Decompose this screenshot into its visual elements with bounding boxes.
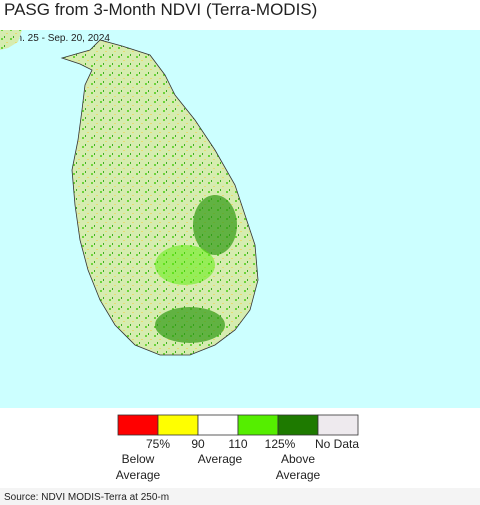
legend-group-label: Average (276, 468, 321, 482)
legend-label: 90 (191, 437, 205, 451)
legend-group-label: Below (122, 452, 155, 466)
green-area (193, 195, 237, 255)
green-area (155, 307, 225, 343)
title: PASG from 3-Month NDVI (Terra-MODIS) (4, 0, 317, 19)
legend-label: 75% (146, 437, 170, 451)
green-area (155, 245, 215, 285)
legend-group-label: Average (116, 468, 161, 482)
legend-label: No Data (315, 437, 359, 451)
legend-group-label: Above (281, 452, 315, 466)
legend: 75% 90 110 125% No Data Below Average Average Ab… (116, 414, 359, 482)
footer-bar (0, 488, 480, 505)
legend-swatch (197, 414, 239, 436)
legend-swatch (277, 414, 319, 436)
legend-group-label: Average (198, 452, 243, 466)
legend-swatch (237, 414, 279, 436)
legend-swatch (317, 414, 359, 436)
legend-label: 110 (228, 437, 247, 451)
legend-swatch (157, 414, 199, 436)
legend-label: 125% (265, 437, 296, 451)
date-range: Jun. 25 - Sep. 20, 2024 (6, 33, 110, 44)
source: Source: NDVI MODIS-Terra at 250-m (4, 492, 169, 503)
legend-swatch (117, 414, 159, 436)
mainland (0, 30, 22, 50)
